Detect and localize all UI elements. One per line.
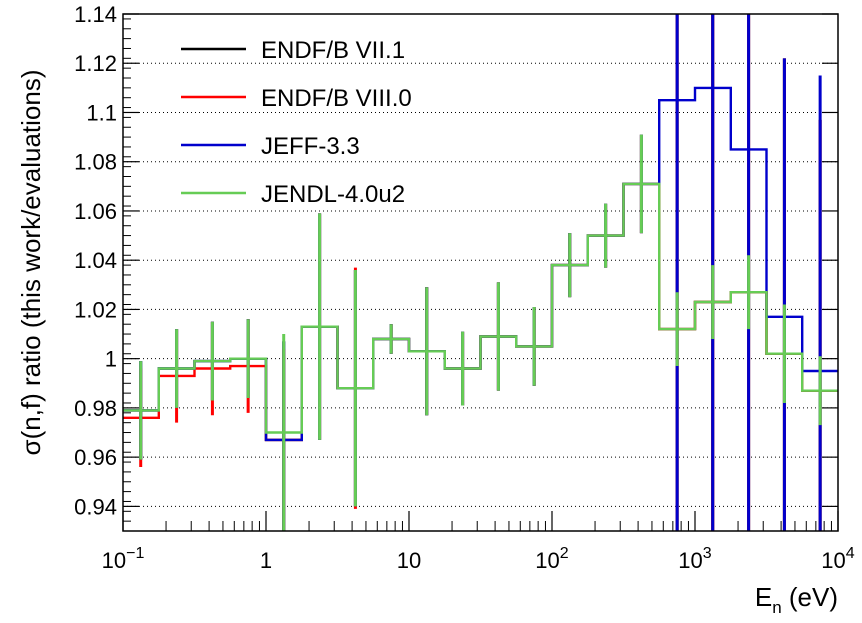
x-axis-title-main: E [755,582,772,612]
y-tick-label: 0.98 [74,396,117,421]
series-3 [123,134,838,531]
series-line [123,182,838,434]
legend-label: JEFF-3.3 [261,133,360,160]
x-tick-label-base: 10 [102,548,126,573]
y-tick-label: 1.02 [74,297,117,322]
y-tick-label: 0.96 [74,445,117,470]
x-tick-label-exponent: −1 [126,545,144,562]
x-tick-label: 104 [821,545,854,573]
y-tick-label: 1.08 [74,150,117,175]
x-tick-label: 1 [260,548,272,573]
x-tick-label: 103 [678,545,711,573]
x-tick-label-base: 10 [535,548,559,573]
x-tick-label-base: 1 [260,548,272,573]
legend-label: ENDF/B VII.1 [261,37,405,64]
y-tick-label: 1.1 [86,100,117,125]
axes: 0.94 0.96 0.98 1 1.02 1.04 1.06 1.08 1.1 1.12 1.14… [74,2,855,573]
y-tick-label: 1.14 [74,2,117,27]
x-axis-title-unit: (eV) [782,582,838,612]
plot-area [123,14,838,531]
y-tick-label: 0.94 [74,494,117,519]
legend: ENDF/B VII.1 ENDF/B VIII.0 JEFF-3.3 JENDL-4… [181,37,412,208]
legend-label: JENDL-4.0u2 [261,181,405,208]
x-tick-label-exponent: 3 [703,545,712,562]
x-tick-label-base: 10 [821,548,845,573]
plot-frame [122,13,839,532]
x-tick-label: 102 [535,545,568,573]
y-axis-title: σ(n,f) ratio (this work/evaluations) [16,70,46,456]
legend-label: ENDF/B VIII.0 [261,85,412,112]
y-tick-label: 1.04 [74,248,117,273]
x-axis-title-sub: n [772,598,781,617]
y-tick-label: 1.12 [74,51,117,76]
x-tick-label: 10 [397,548,421,573]
x-tick-label-exponent: 4 [846,545,855,562]
x-tick-label: 10−1 [102,545,145,573]
y-tick-label: 1.06 [74,199,117,224]
x-axis-title: En (eV) [755,582,838,617]
x-tick-label-base: 10 [397,548,421,573]
x-tick-label-exponent: 2 [560,545,569,562]
x-tick-label-base: 10 [678,548,702,573]
y-tick-label: 1 [105,347,117,372]
